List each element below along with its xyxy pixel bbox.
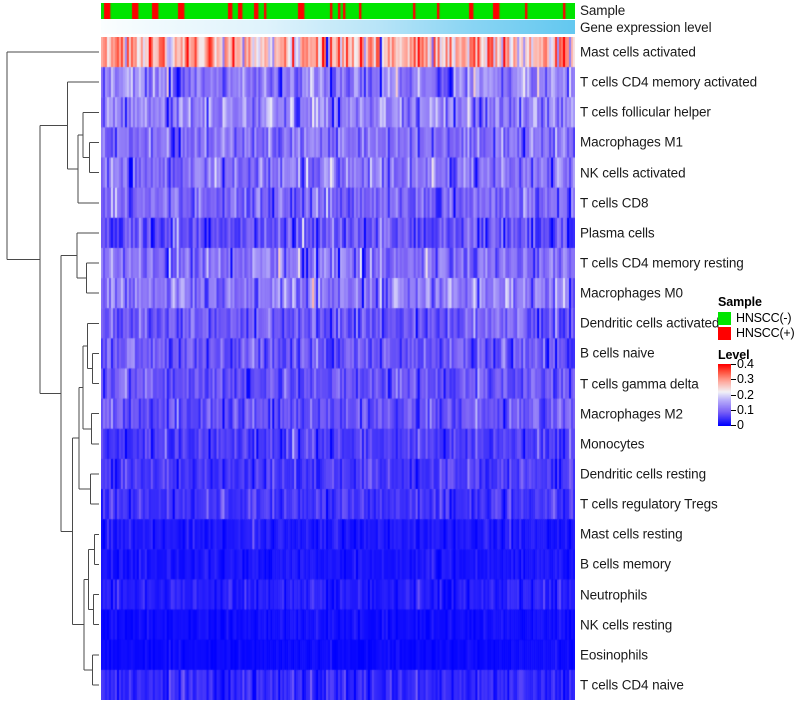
row-label: B cells naive	[580, 345, 655, 361]
row-label: T cells CD8	[580, 195, 649, 211]
row-label: T cells gamma delta	[580, 376, 699, 392]
row-label: Plasma cells	[580, 225, 655, 241]
level-tick-mark	[731, 425, 736, 426]
level-tick-label: 0.2	[737, 388, 754, 402]
legend-label-hnscc-positive: HNSCC(+)	[736, 325, 795, 340]
row-label: B cells memory	[580, 556, 671, 572]
row-label: Macrophages M0	[580, 285, 683, 301]
level-colorbar-wrap: 0.4 0.3 0.2 0.1 0	[718, 358, 798, 431]
level-legend: Level 0.4 0.3 0.2 0.1 0	[718, 348, 800, 431]
row-label: Mast cells resting	[580, 526, 683, 542]
sample-legend: Sample HNSCC(-) HNSCC(+)	[718, 296, 800, 340]
sample-annotation-bar	[101, 3, 575, 19]
row-label: Eosinophils	[580, 647, 648, 663]
row-label: Monocytes	[580, 436, 645, 452]
level-tick-label: 0.1	[737, 403, 754, 417]
row-label: Macrophages M1	[580, 134, 683, 150]
sample-annotation-label: Sample	[580, 3, 626, 18]
row-label: T cells CD4 naive	[580, 677, 684, 693]
row-label: NK cells resting	[580, 617, 673, 633]
gene-expression-annotation-bar	[101, 20, 575, 34]
gene-expression-annotation-label: Gene expression level	[580, 20, 712, 35]
row-label: T cells follicular helper	[580, 104, 711, 120]
level-legend-title: Level	[718, 348, 750, 362]
swatch-hnscc-positive	[718, 326, 731, 340]
swatch-hnscc-negative	[718, 311, 731, 325]
dendrogram-svg	[6, 51, 99, 686]
row-label-column: Mast cells activated T cells CD4 memory a…	[580, 37, 795, 700]
row-label: T cells CD4 memory resting	[580, 255, 744, 271]
row-label: Neutrophils	[580, 587, 648, 603]
legend-item-hnscc-negative: HNSCC(-)	[718, 311, 800, 325]
row-label: Dendritic cells resting	[580, 466, 706, 482]
sample-bar-canvas	[101, 3, 575, 19]
level-tick-label: 0.4	[737, 357, 754, 371]
legend-label-hnscc-negative: HNSCC(-)	[736, 310, 792, 325]
legend-item-hnscc-positive: HNSCC(+)	[718, 326, 800, 340]
level-tick-label: 0	[737, 418, 744, 432]
row-label: Mast cells activated	[580, 44, 696, 60]
row-label: Dendritic cells activated	[580, 315, 720, 331]
heatmap-canvas	[101, 37, 575, 700]
level-tick-mark	[731, 364, 736, 365]
gene-bar-canvas	[101, 20, 575, 34]
row-label: T cells CD4 memory activated	[580, 74, 758, 90]
level-tick-mark	[731, 379, 736, 380]
level-colorbar	[718, 364, 731, 426]
row-label: T cells regulatory Tregs	[580, 496, 718, 512]
row-label: NK cells activated	[580, 165, 686, 181]
heatmap-matrix	[101, 37, 575, 700]
level-tick-label: 0.3	[737, 372, 754, 386]
level-tick-mark	[731, 395, 736, 396]
sample-legend-title: Sample	[718, 295, 762, 309]
legend-panel: Sample HNSCC(-) HNSCC(+) Level 0.4 0.3 0.2…	[718, 296, 800, 431]
row-label: Macrophages M2	[580, 406, 683, 422]
level-tick-mark	[731, 410, 736, 411]
row-dendrogram	[0, 37, 101, 700]
